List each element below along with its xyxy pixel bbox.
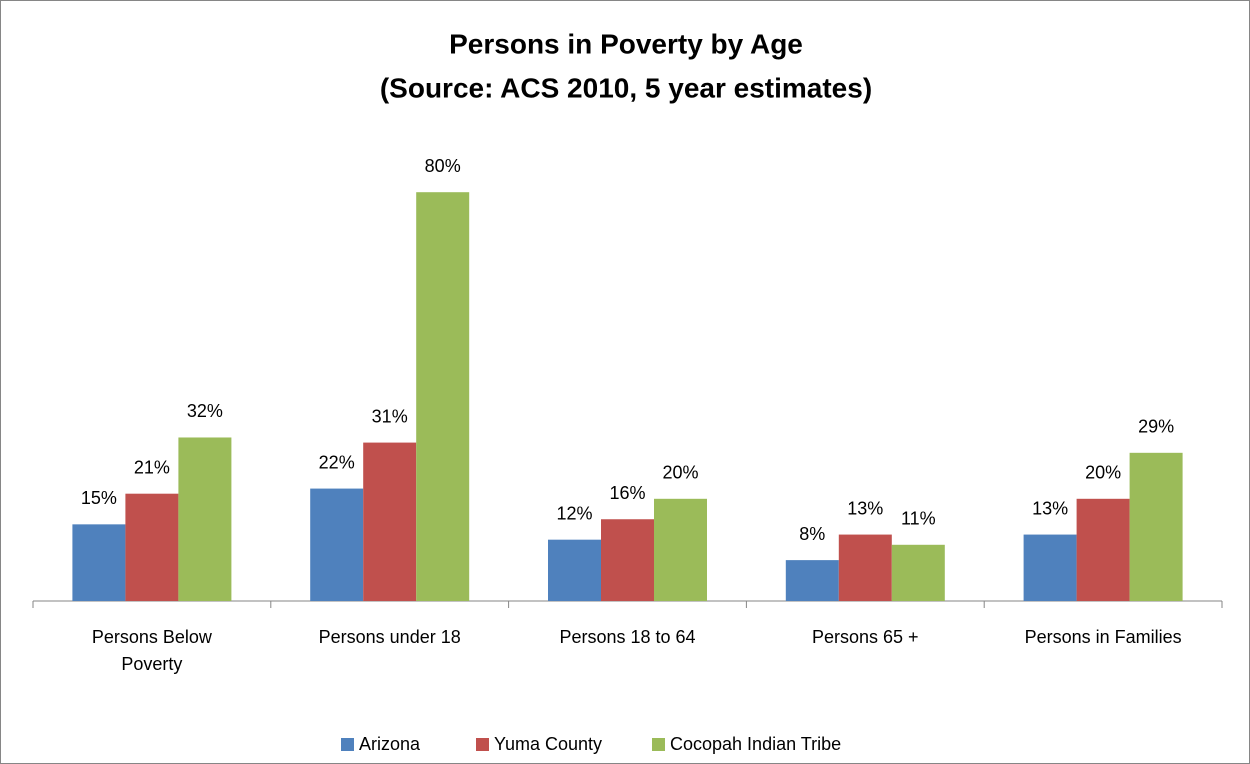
data-label: 20% — [1085, 463, 1121, 483]
data-label: 20% — [662, 463, 698, 483]
bar — [601, 519, 654, 601]
x-tick-label: Persons Below Poverty — [91, 627, 212, 674]
bar — [1076, 498, 1130, 601]
bar — [72, 524, 126, 601]
bar — [1129, 452, 1183, 601]
x-tick-label: Persons under 18 — [318, 627, 461, 647]
bar — [363, 442, 417, 601]
bar — [838, 534, 892, 601]
bar — [178, 437, 232, 601]
data-label: 80% — [425, 156, 461, 176]
bar — [654, 498, 707, 601]
bar — [125, 493, 179, 601]
data-label: 13% — [847, 498, 883, 518]
bar — [416, 192, 470, 601]
legend-swatch — [341, 738, 354, 751]
bar — [785, 560, 839, 601]
data-label: 22% — [319, 452, 355, 472]
legend-label: Yuma County — [494, 734, 602, 754]
chart-subtitle: (Source: ACS 2010, 5 year estimates) — [380, 72, 872, 103]
legend-swatch — [476, 738, 489, 751]
bar — [1023, 534, 1077, 601]
chart-title: Persons in Poverty by Age — [449, 28, 803, 59]
legend-label: Arizona — [359, 734, 421, 754]
x-tick-label: Persons 18 to 64 — [559, 627, 696, 647]
legend-swatch — [652, 738, 665, 751]
data-label: 32% — [187, 401, 223, 421]
data-label: 31% — [372, 406, 408, 426]
data-label: 29% — [1138, 417, 1174, 437]
data-label: 13% — [1032, 498, 1068, 518]
bar — [548, 539, 601, 601]
data-label: 21% — [134, 457, 170, 477]
bar — [891, 544, 945, 601]
legend-label: Cocopah Indian Tribe — [670, 734, 841, 754]
bar — [310, 488, 364, 601]
data-label: 8% — [799, 524, 825, 544]
x-tick-label: Persons 65 + — [812, 627, 919, 647]
data-label: 15% — [81, 488, 117, 508]
data-label: 11% — [901, 509, 936, 529]
x-tick-label: Persons in Families — [1024, 627, 1182, 647]
data-label: 12% — [556, 503, 592, 523]
data-label: 16% — [609, 483, 645, 503]
